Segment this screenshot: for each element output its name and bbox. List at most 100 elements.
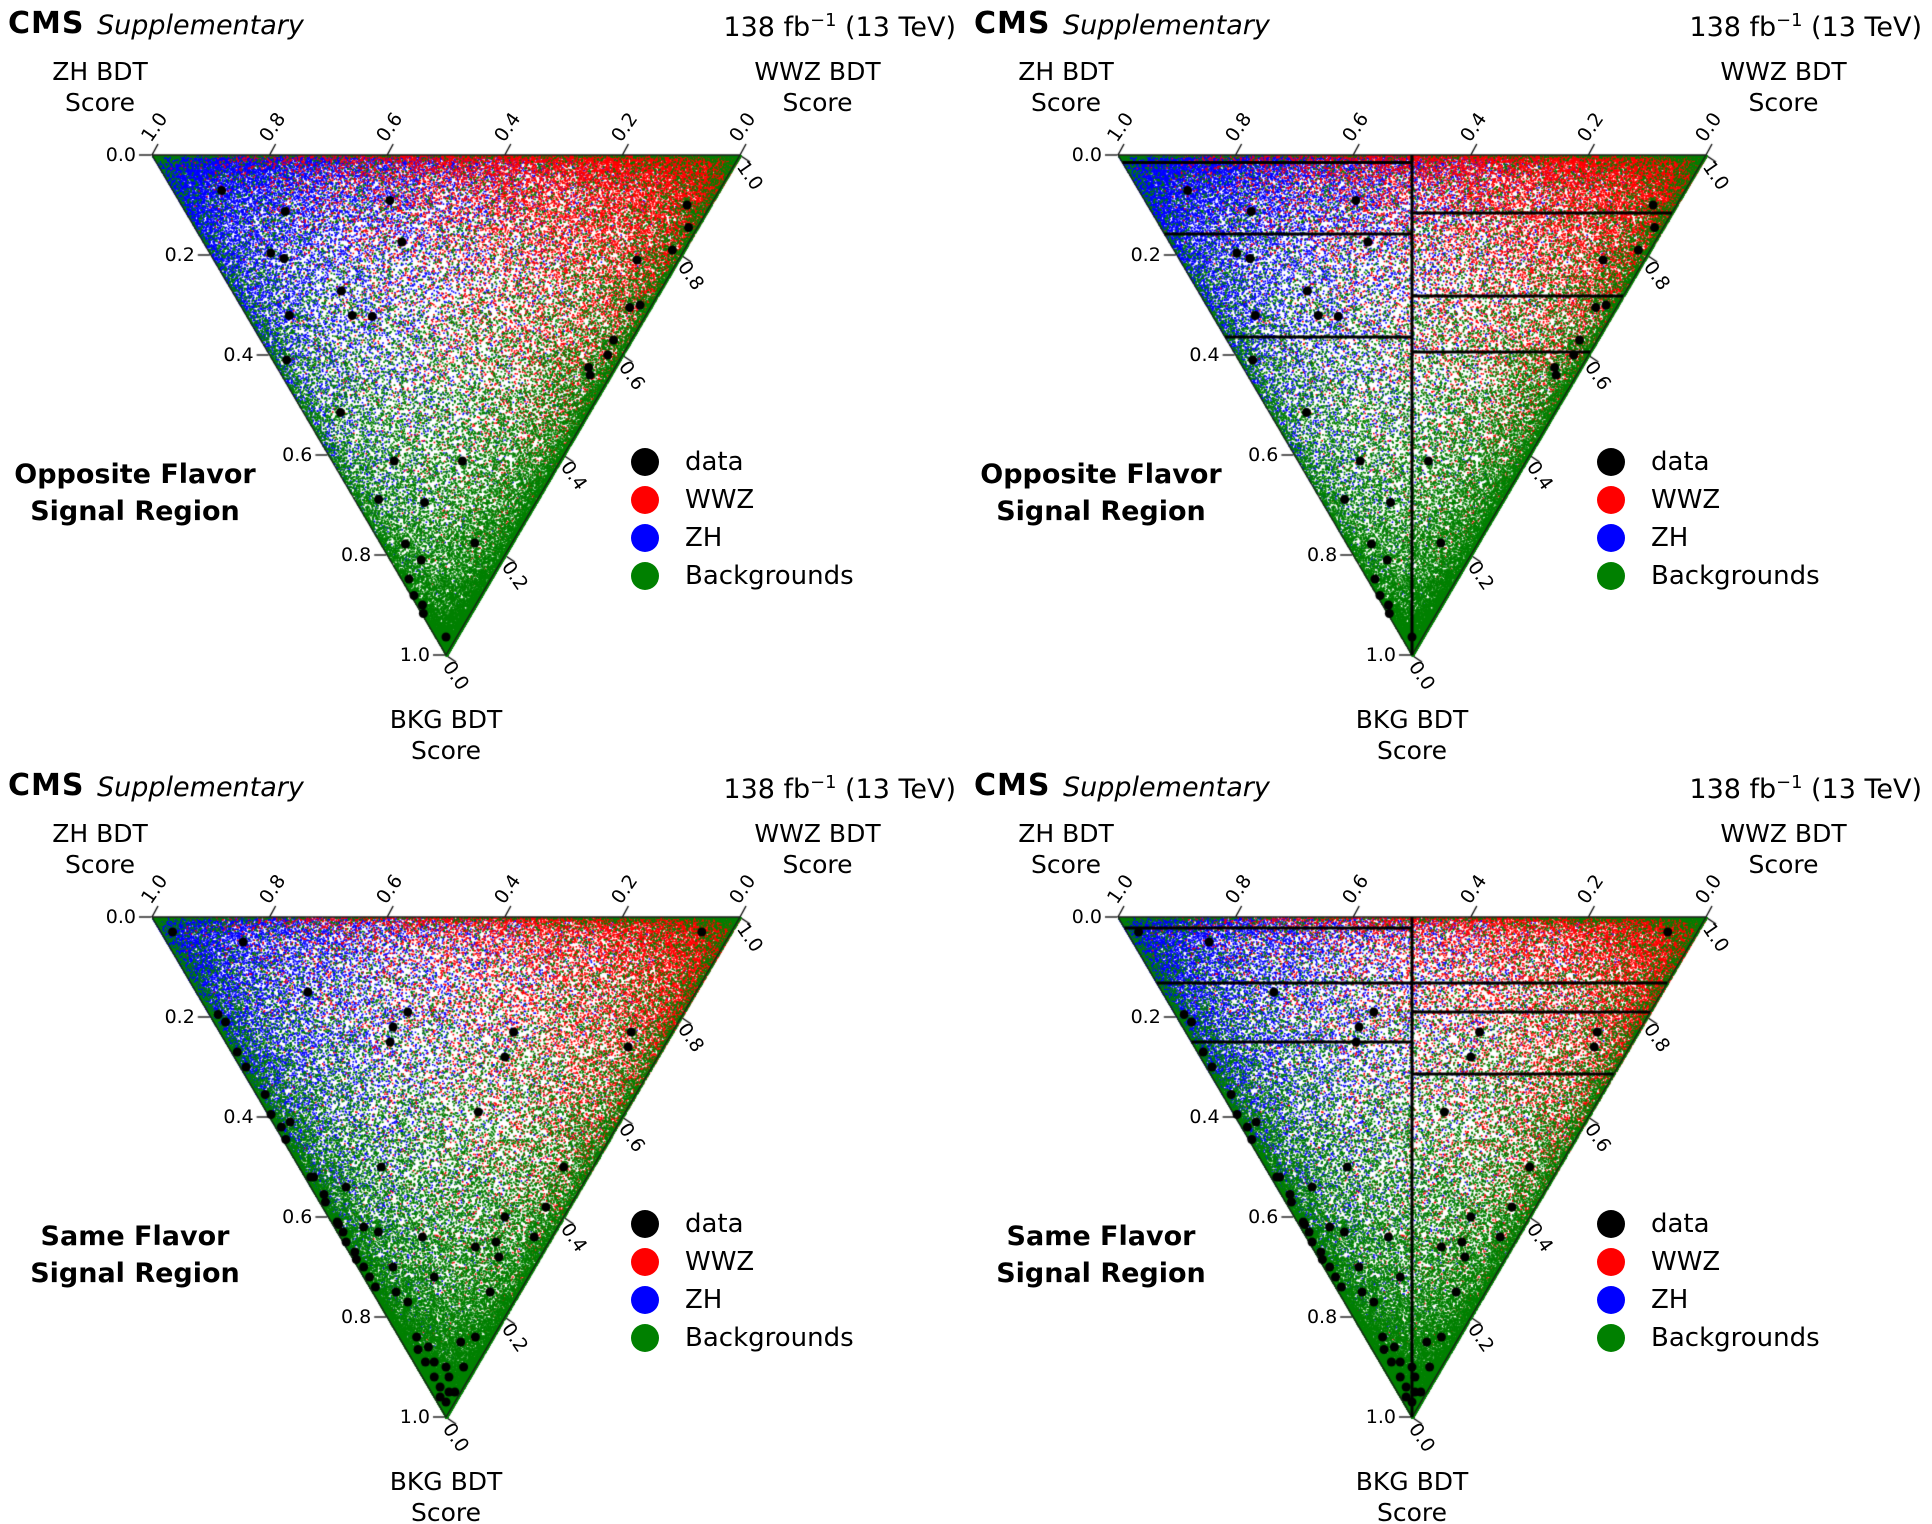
panel-1-opposite-flavor: CMS Supplementary 138 fb−1 (13 TeV) ZH B… xyxy=(0,0,966,765)
legend-swatch-data xyxy=(631,448,659,476)
legend-label-data: data xyxy=(1651,1209,1710,1239)
luminosity-label: 138 fb−1 (13 TeV) xyxy=(1689,772,1922,805)
legend-item-zh: ZH xyxy=(631,519,931,557)
luminosity-label: 138 fb−1 (13 TeV) xyxy=(1689,10,1922,43)
wwz-axis-title: WWZ BDT Score xyxy=(754,57,881,117)
legend-item-backgrounds: Backgrounds xyxy=(631,1319,931,1357)
cms-logo-text: CMS xyxy=(8,768,85,803)
tick-label-left-1.0: 1.0 xyxy=(1365,1406,1396,1428)
legend-item-backgrounds: Backgrounds xyxy=(1597,557,1897,595)
zh-axis-title: ZH BDT Score xyxy=(52,57,148,117)
legend-swatch-data xyxy=(1597,1210,1625,1238)
tick-label-left-0.0: 0.0 xyxy=(105,144,136,166)
legend-item-wwz: WWZ xyxy=(1597,481,1897,519)
tick-label-left-1.0: 1.0 xyxy=(399,644,430,666)
tick-label-left-0.4: 0.4 xyxy=(223,1106,254,1128)
tick-label-left-0.6: 0.6 xyxy=(1248,1206,1279,1228)
tick-label-left-0.6: 0.6 xyxy=(1248,444,1279,466)
tick-label-left-0.6: 0.6 xyxy=(282,444,313,466)
region-label-opposite-flavor: Opposite Flavor Signal Region xyxy=(980,459,1222,527)
supplementary-label: Supplementary xyxy=(1063,10,1270,41)
zh-axis-title: ZH BDT Score xyxy=(1018,819,1114,879)
ternary-plot-canvas xyxy=(966,0,1932,762)
wwz-axis-title: WWZ BDT Score xyxy=(754,819,881,879)
supplementary-label: Supplementary xyxy=(1063,772,1270,803)
tick-label-left-0.4: 0.4 xyxy=(1189,344,1220,366)
legend-label-data: data xyxy=(1651,447,1710,477)
legend-swatch-backgrounds xyxy=(1597,562,1625,590)
cms-logo-text: CMS xyxy=(974,768,1051,803)
tick-label-left-0.8: 0.8 xyxy=(1306,1306,1338,1328)
tick-label-left-0.2: 0.2 xyxy=(1130,1006,1161,1028)
legend-label-wwz: WWZ xyxy=(1651,1247,1721,1277)
legend-swatch-backgrounds xyxy=(631,562,659,590)
legend-item-zh: ZH xyxy=(1597,1281,1897,1319)
supplementary-label: Supplementary xyxy=(97,772,304,803)
bkg-axis-title: BKG BDT Score xyxy=(389,1467,503,1524)
legend-label-zh: ZH xyxy=(685,523,723,553)
legend: data WWZ ZH Backgrounds xyxy=(631,1205,931,1357)
legend-swatch-zh xyxy=(631,1286,659,1314)
cms-logo-text: CMS xyxy=(8,6,85,41)
legend-item-wwz: WWZ xyxy=(1597,1243,1897,1281)
region-label-opposite-flavor: Opposite Flavor Signal Region xyxy=(14,459,256,527)
tick-label-left-1.0: 1.0 xyxy=(399,1406,430,1428)
bkg-axis-title: BKG BDT Score xyxy=(389,705,503,765)
tick-label-left-0.8: 0.8 xyxy=(1306,544,1338,566)
legend-item-data: data xyxy=(631,1205,931,1243)
legend: data WWZ ZH Backgrounds xyxy=(631,443,931,595)
legend-swatch-wwz xyxy=(631,486,659,514)
legend-item-data: data xyxy=(631,443,931,481)
legend-swatch-backgrounds xyxy=(631,1324,659,1352)
legend-swatch-wwz xyxy=(1597,1248,1625,1276)
tick-label-left-0.2: 0.2 xyxy=(1130,244,1161,266)
legend-item-backgrounds: Backgrounds xyxy=(1597,1319,1897,1357)
legend-swatch-backgrounds xyxy=(1597,1324,1625,1352)
legend-item-zh: ZH xyxy=(631,1281,931,1319)
bkg-axis-title: BKG BDT Score xyxy=(1355,705,1469,765)
legend-swatch-zh xyxy=(631,524,659,552)
legend-label-zh: ZH xyxy=(1651,1285,1689,1315)
legend-swatch-wwz xyxy=(631,1248,659,1276)
wwz-axis-title: WWZ BDT Score xyxy=(1720,57,1847,117)
legend-label-wwz: WWZ xyxy=(1651,485,1721,515)
panel-4-same-flavor-binned: CMS Supplementary 138 fb−1 (13 TeV) ZH B… xyxy=(966,762,1932,1524)
ternary-plot-canvas xyxy=(0,0,966,762)
cms-logo-text: CMS xyxy=(974,6,1051,41)
ternary-plot-canvas xyxy=(0,762,966,1524)
tick-label-left-0.6: 0.6 xyxy=(282,1206,313,1228)
zh-axis-title: ZH BDT Score xyxy=(52,819,148,879)
legend-item-data: data xyxy=(1597,1205,1897,1243)
legend-item-backgrounds: Backgrounds xyxy=(631,557,931,595)
legend: data WWZ ZH Backgrounds xyxy=(1597,1205,1897,1357)
panel-2-opposite-flavor-binned: CMS Supplementary 138 fb−1 (13 TeV) ZH B… xyxy=(966,0,1932,765)
region-label-same-flavor: Same Flavor Signal Region xyxy=(30,1221,240,1289)
tick-label-left-0.4: 0.4 xyxy=(223,344,254,366)
legend-label-data: data xyxy=(685,1209,744,1239)
legend-label-wwz: WWZ xyxy=(685,1247,755,1277)
legend-label-backgrounds: Backgrounds xyxy=(1651,561,1820,591)
legend-label-backgrounds: Backgrounds xyxy=(685,1323,854,1353)
tick-label-left-0.0: 0.0 xyxy=(105,906,136,928)
tick-label-left-1.0: 1.0 xyxy=(1365,644,1396,666)
legend-label-backgrounds: Backgrounds xyxy=(1651,1323,1820,1353)
tick-label-left-0.0: 0.0 xyxy=(1071,906,1102,928)
legend-swatch-wwz xyxy=(1597,486,1625,514)
legend: data WWZ ZH Backgrounds xyxy=(1597,443,1897,595)
legend-swatch-data xyxy=(631,1210,659,1238)
luminosity-label: 138 fb−1 (13 TeV) xyxy=(723,772,956,805)
wwz-axis-title: WWZ BDT Score xyxy=(1720,819,1847,879)
legend-swatch-data xyxy=(1597,448,1625,476)
legend-label-zh: ZH xyxy=(685,1285,723,1315)
legend-item-wwz: WWZ xyxy=(631,481,931,519)
tick-label-left-0.8: 0.8 xyxy=(340,544,372,566)
legend-item-data: data xyxy=(1597,443,1897,481)
bkg-axis-title: BKG BDT Score xyxy=(1355,1467,1469,1524)
legend-swatch-zh xyxy=(1597,1286,1625,1314)
tick-label-left-0.8: 0.8 xyxy=(340,1306,372,1328)
legend-label-zh: ZH xyxy=(1651,523,1689,553)
legend-label-wwz: WWZ xyxy=(685,485,755,515)
tick-label-left-0.0: 0.0 xyxy=(1071,144,1102,166)
zh-axis-title: ZH BDT Score xyxy=(1018,57,1114,117)
